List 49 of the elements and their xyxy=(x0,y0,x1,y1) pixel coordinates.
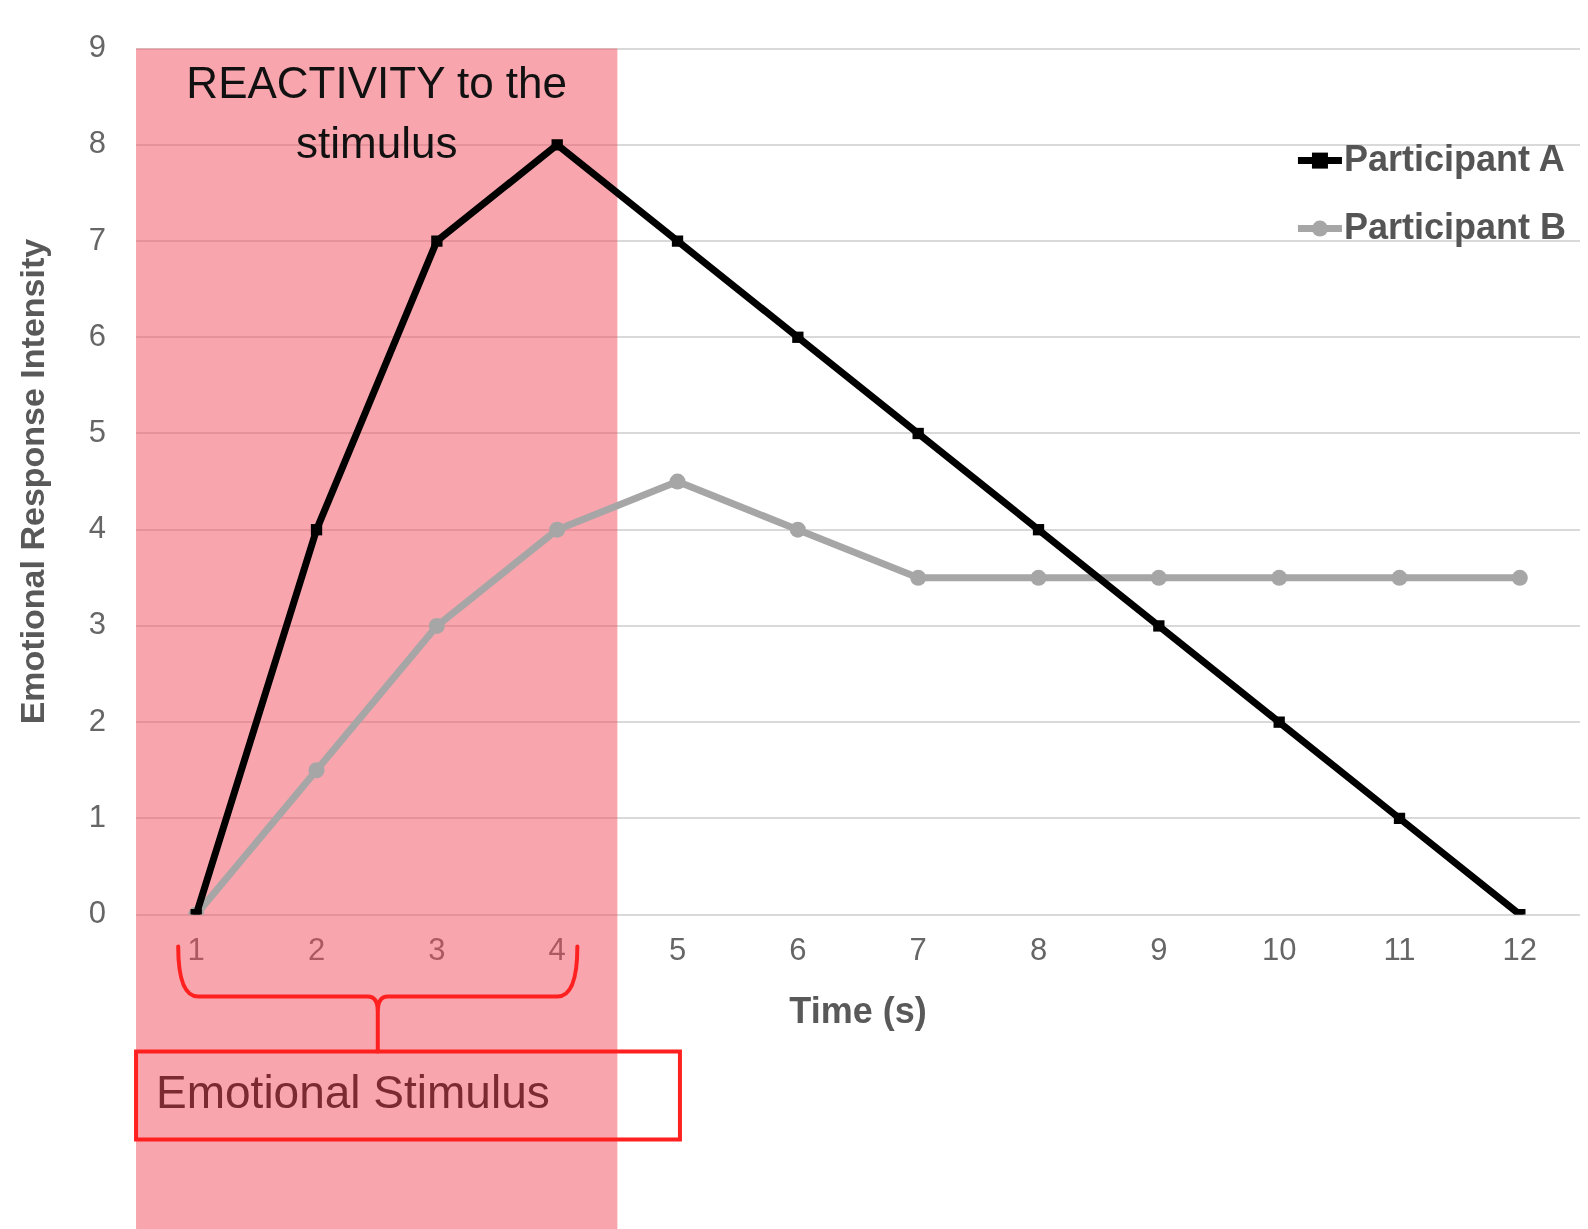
x-tick-label: 1 xyxy=(187,931,205,967)
x-tick-label: 7 xyxy=(909,931,927,967)
point xyxy=(1150,569,1167,586)
point xyxy=(1153,620,1165,632)
x-tick-label: 10 xyxy=(1261,931,1297,967)
legend-label: Participant A xyxy=(1343,137,1565,179)
legend-label: Participant B xyxy=(1343,205,1566,247)
y-tick-label: 2 xyxy=(88,702,107,738)
point xyxy=(789,521,806,538)
point xyxy=(310,524,323,536)
y-tick-label: 1 xyxy=(88,798,107,834)
x-tick-label: 3 xyxy=(428,931,446,967)
x-axis-title: Time (s) xyxy=(789,990,927,1032)
x-tick-label: 6 xyxy=(789,931,807,967)
point xyxy=(431,235,443,247)
point xyxy=(308,762,325,779)
y-tick-label: 4 xyxy=(88,510,107,546)
annotation: REACTIVITY to the stimulus xyxy=(186,57,568,167)
point xyxy=(792,331,804,343)
y-tick-label: 3 xyxy=(88,606,107,642)
y-tick-label: 8 xyxy=(88,125,107,161)
band-label: Emotional Stimulus xyxy=(156,1066,550,1119)
point xyxy=(1271,569,1288,586)
point xyxy=(671,235,684,247)
x-tick-label: 9 xyxy=(1150,931,1168,967)
x-tick-label: 11 xyxy=(1383,931,1416,967)
point xyxy=(910,569,927,586)
point xyxy=(1032,524,1045,536)
point xyxy=(1273,716,1285,728)
point xyxy=(1030,569,1047,586)
y-tick-label: 6 xyxy=(88,317,107,353)
point xyxy=(912,427,924,440)
x-tick-label: 8 xyxy=(1029,931,1048,967)
point xyxy=(1391,569,1408,586)
x-tick-label: 12 xyxy=(1502,931,1538,967)
x-tick-label: 2 xyxy=(307,931,326,967)
x-tick-label: 5 xyxy=(668,931,687,967)
y-tick-label: 7 xyxy=(88,221,107,257)
point xyxy=(1511,569,1528,586)
y-tick-label: 5 xyxy=(88,414,107,450)
point xyxy=(669,473,686,490)
x-tick-label: 4 xyxy=(548,931,566,967)
point xyxy=(428,617,445,634)
y-tick-label: 9 xyxy=(88,29,107,65)
y-axis-title: Emotional Response Intensity xyxy=(12,238,51,725)
y-tick-label: 0 xyxy=(88,895,107,931)
point xyxy=(549,521,566,538)
point xyxy=(551,139,563,151)
point xyxy=(1393,812,1406,825)
